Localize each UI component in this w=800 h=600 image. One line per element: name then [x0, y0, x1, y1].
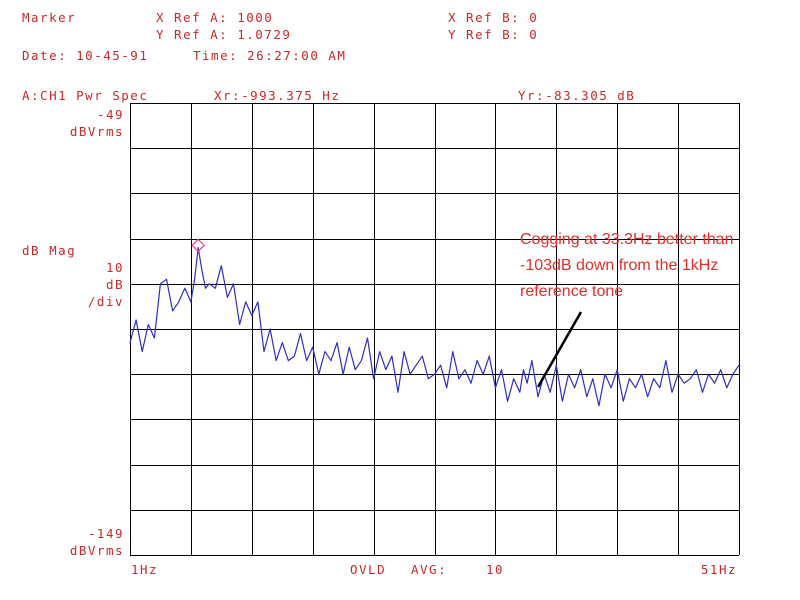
time-readout: Time: 26:27:00 AM	[193, 48, 347, 63]
plot-grid	[130, 103, 740, 556]
scale-value: 10	[105, 260, 124, 275]
ovld-status: OVLD	[350, 562, 387, 577]
x-readout: Xr:-993.375 Hz	[214, 88, 341, 103]
marker-diamond-shape	[191, 238, 206, 253]
y-axis-label: dB Mag	[22, 243, 77, 258]
scale-per-div: /div	[87, 294, 124, 309]
y-ref-b: Y Ref B: 0	[448, 27, 539, 42]
avg-label: AVG:	[411, 562, 448, 577]
x-end-label: 51Hz	[700, 562, 737, 577]
y-bottom-unit: dBVrms	[69, 543, 124, 558]
marker-diamond	[191, 238, 206, 253]
y-bottom-value: -149	[87, 526, 124, 541]
y-ref-a: Y Ref A: 1.0729	[156, 27, 292, 42]
x-ref-a: X Ref A: 1000	[156, 10, 274, 25]
y-top-value: -49	[96, 107, 124, 122]
x-start-label: 1Hz	[131, 562, 159, 577]
scale-unit: dB	[105, 277, 124, 292]
date-readout: Date: 10-45-91	[22, 48, 149, 63]
y-readout: Yr:-83.305 dB	[518, 88, 636, 103]
annotation-arrow	[536, 311, 583, 388]
avg-count: 10	[486, 562, 505, 577]
spectrum-trace	[129, 247, 740, 407]
trace-title: A:CH1 Pwr Spec	[22, 88, 149, 103]
marker-label: Marker	[22, 10, 77, 25]
y-top-unit: dBVrms	[69, 124, 124, 139]
x-ref-b: X Ref B: 0	[448, 10, 539, 25]
cogging-annotation: Cogging at 33.3Hz better than -103dB dow…	[520, 231, 734, 300]
